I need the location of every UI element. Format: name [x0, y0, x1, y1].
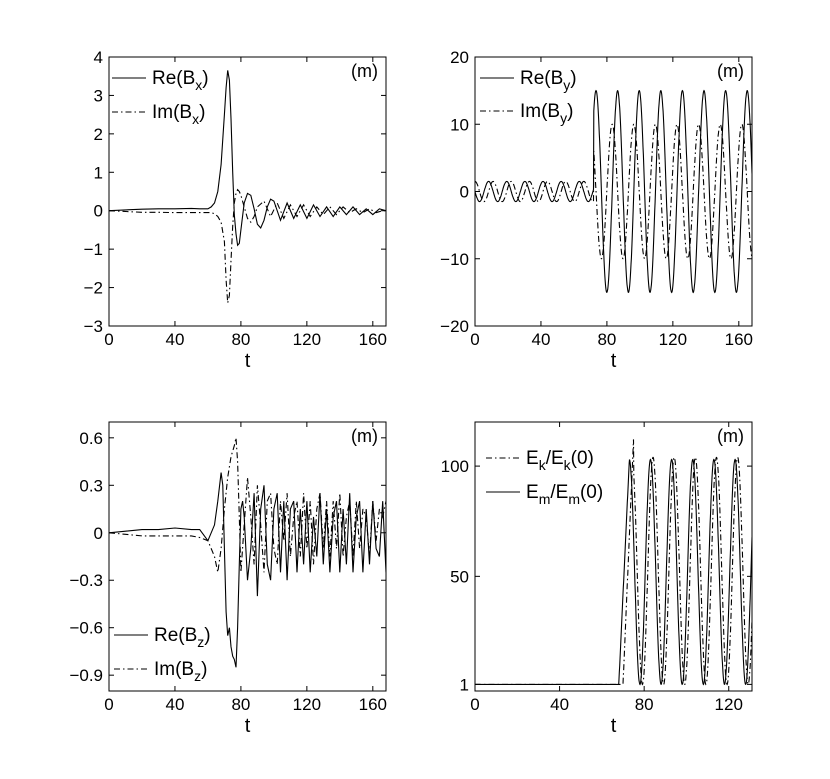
panel-bz: 0 40 80 120 160 −0.9 −0.6 −0.3 0 0.3 0.6 t (m) Re(Bz)… [69, 421, 387, 737]
series-line-0 [475, 439, 752, 686]
legend-label: Ek/Ek(0) [526, 448, 594, 473]
y-tick-label: −0.3 [69, 571, 103, 590]
y-tick-label: −2 [84, 279, 103, 298]
panel-by: 0 40 80 120 160 −20 −10 0 10 20 t (m) Re(By) Im(By) [440, 48, 753, 372]
series-group [475, 89, 752, 294]
y-tick-label: 0 [460, 183, 469, 202]
y-tick-label: 2 [94, 125, 103, 144]
panel-label: (m) [351, 61, 378, 81]
y-tick-label: 100 [441, 457, 469, 476]
legend-label: Re(Bz) [154, 625, 211, 650]
series-line-0 [475, 89, 752, 294]
x-tick-label: 40 [165, 695, 184, 714]
legend-label: Im(Bx) [152, 102, 205, 127]
x-axis-label: t [245, 350, 251, 372]
series-group [475, 439, 752, 686]
x-axis-label: t [611, 715, 617, 737]
x-tick-label: 80 [597, 330, 616, 349]
y-tick-label: 1 [460, 675, 469, 694]
legend-label: Re(Bx) [152, 68, 209, 93]
y-tick-label: 0.3 [79, 476, 103, 495]
x-tick-label: 80 [635, 695, 654, 714]
x-tick-label: 160 [359, 330, 387, 349]
x-tick-label: 120 [659, 330, 687, 349]
y-tick-label: 0 [94, 202, 103, 221]
x-tick-label: 0 [104, 695, 113, 714]
y-tick-label: −3 [84, 317, 103, 336]
series-group [109, 437, 386, 668]
legend-label: Im(By) [520, 101, 573, 126]
y-tick-label: −20 [440, 317, 469, 336]
legend-label: Em/Em(0) [526, 482, 603, 507]
panel-label: (m) [717, 61, 744, 81]
x-tick-label: 0 [104, 330, 113, 349]
x-tick-label: 160 [359, 695, 387, 714]
x-tick-label: 120 [293, 695, 321, 714]
x-tick-label: 40 [550, 695, 569, 714]
x-tick-label: 40 [531, 330, 550, 349]
panel-energy: 0 40 80 120 1 50 100 t (m) Ek/Ek(0) Em/Em(0) [441, 421, 753, 737]
y-tick-label: 20 [450, 48, 469, 67]
axes-box [108, 421, 387, 692]
x-tick-label: 120 [293, 330, 321, 349]
y-tick-label: −1 [84, 240, 103, 259]
series-line-1 [475, 458, 752, 686]
x-tick-label: 120 [715, 695, 743, 714]
y-tick-label: 10 [450, 115, 469, 134]
x-tick-label: 160 [725, 330, 753, 349]
legend-label: Re(By) [520, 68, 577, 93]
axes-box [108, 56, 387, 327]
y-tick-label: 4 [94, 48, 103, 67]
series-line-1 [109, 188, 386, 304]
y-tick-label: −10 [440, 250, 469, 269]
legend-label: Im(Bz) [154, 659, 207, 684]
x-axis-label: t [245, 715, 251, 737]
panel-label: (m) [717, 426, 744, 446]
x-tick-label: 0 [470, 695, 479, 714]
y-tick-label: 0.6 [79, 429, 103, 448]
panel-bx: 0 40 80 120 160 −3 −2 −1 0 1 2 3 4 t (m) Re(Bx) Im(Bx) [84, 48, 387, 372]
series-line-0 [109, 70, 386, 247]
y-tick-label: −0.6 [69, 619, 103, 638]
x-tick-label: 0 [470, 330, 479, 349]
y-tick-label: 3 [94, 86, 103, 105]
series-line-0 [109, 472, 386, 668]
x-tick-label: 80 [231, 330, 250, 349]
y-tick-label: 50 [450, 567, 469, 586]
axes-box [474, 56, 753, 327]
y-tick-label: 1 [94, 163, 103, 182]
panel-label: (m) [351, 426, 378, 446]
x-axis-label: t [611, 350, 617, 372]
series-group [109, 70, 386, 304]
series-line-1 [475, 123, 752, 260]
y-tick-label: 0 [94, 524, 103, 543]
x-tick-label: 80 [231, 695, 250, 714]
x-tick-label: 40 [165, 330, 184, 349]
series-line-1 [109, 437, 386, 573]
axes-box [474, 421, 753, 692]
y-tick-label: −0.9 [69, 666, 103, 685]
